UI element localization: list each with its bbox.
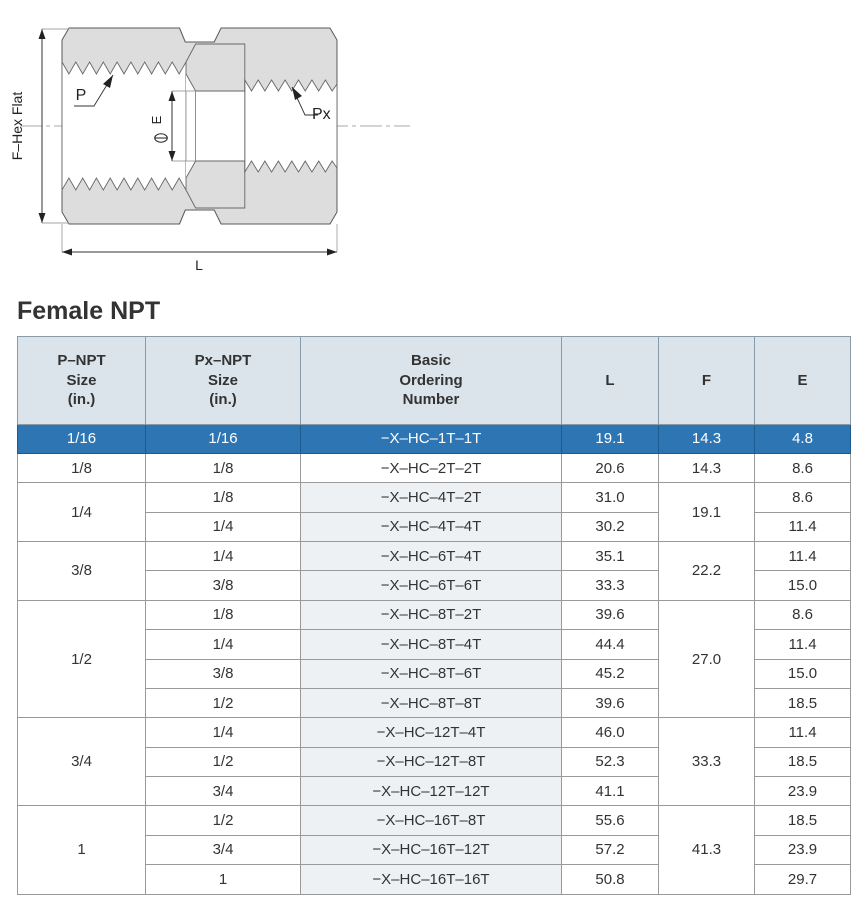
svg-text:L: L: [195, 257, 203, 273]
svg-text:Px: Px: [312, 106, 331, 123]
svg-text:P: P: [76, 87, 87, 104]
svg-text:F–Hex Flat: F–Hex Flat: [9, 92, 25, 161]
svg-text:E: E: [149, 115, 164, 124]
